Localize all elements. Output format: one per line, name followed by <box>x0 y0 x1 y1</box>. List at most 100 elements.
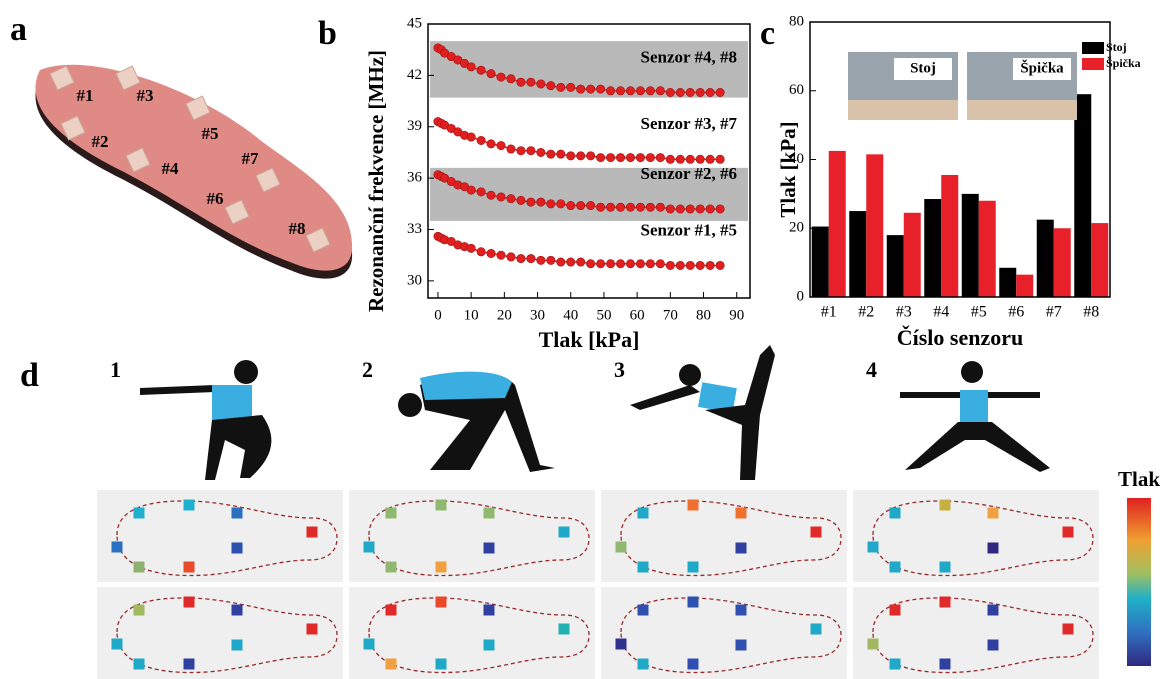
x-tick-label: #1 <box>821 304 837 321</box>
data-point <box>507 145 515 153</box>
sensor-cell <box>184 597 195 608</box>
data-point <box>706 155 714 163</box>
sensor-cell <box>890 562 901 573</box>
data-point <box>666 88 674 96</box>
x-tick-label: 20 <box>497 307 512 323</box>
bar <box>829 151 846 297</box>
sensor-cell <box>616 639 627 650</box>
bar <box>1074 94 1091 297</box>
series-label: Senzor #2, #6 <box>641 164 738 183</box>
sensor-cell <box>868 639 879 650</box>
sensor-label: #6 <box>207 189 224 208</box>
sensor-label: #1 <box>77 86 94 105</box>
data-point <box>537 148 545 156</box>
bar <box>924 199 941 297</box>
sensor-cell <box>364 542 375 553</box>
sensor-cell <box>688 659 699 670</box>
data-point <box>666 155 674 163</box>
data-point <box>567 258 575 266</box>
y-tick-label: 42 <box>407 67 422 83</box>
x-tick-label: 80 <box>696 307 711 323</box>
data-point <box>487 249 495 257</box>
data-point <box>626 260 634 268</box>
sensor-cell <box>184 562 195 573</box>
sensor-cell <box>736 508 747 519</box>
data-point <box>577 258 585 266</box>
data-point <box>557 200 565 208</box>
data-point <box>586 152 594 160</box>
data-point <box>686 155 694 163</box>
bar-chart: 020406080#1#2#3#4#5#6#7#8Číslo senzoruTl… <box>776 13 1141 350</box>
data-point <box>706 205 714 213</box>
data-point <box>656 153 664 161</box>
inset-floor <box>848 100 958 120</box>
sensor-cell <box>484 640 495 651</box>
pose-silhouettes <box>140 345 1050 480</box>
bar <box>979 201 996 297</box>
data-point <box>656 260 664 268</box>
x-tick-label: 50 <box>596 307 611 323</box>
sensor-cell <box>890 659 901 670</box>
sensor-label: #3 <box>137 86 154 105</box>
data-point <box>626 153 634 161</box>
data-point <box>646 260 654 268</box>
line-chart: 3033363942450102030405060708090Tlak [kPa… <box>364 15 750 352</box>
sensor-cell <box>638 659 649 670</box>
data-point <box>716 205 724 213</box>
bar <box>1054 228 1071 297</box>
sensor-cell <box>386 562 397 573</box>
data-point <box>616 87 624 95</box>
data-point <box>586 201 594 209</box>
data-point <box>527 78 535 86</box>
data-point <box>686 205 694 213</box>
data-point <box>517 78 525 86</box>
data-point <box>507 253 515 261</box>
data-point <box>547 150 555 158</box>
inset-label: Stoj <box>910 60 936 76</box>
data-point <box>537 80 545 88</box>
legend-label: Stoj <box>1106 40 1127 54</box>
data-point <box>467 186 475 194</box>
sensor-cell <box>436 500 447 511</box>
sensor-cell <box>559 624 570 635</box>
x-tick-label: 40 <box>563 307 578 323</box>
bar <box>962 194 979 297</box>
bar <box>866 154 883 297</box>
y-axis-label: Tlak [kPa] <box>776 121 800 217</box>
sensor-cell <box>484 543 495 554</box>
x-tick-label: #3 <box>896 304 912 321</box>
data-point <box>487 140 495 148</box>
data-point <box>537 256 545 264</box>
y-axis-label: Rezonanční frekvence [MHz] <box>364 50 388 312</box>
data-point <box>676 205 684 213</box>
panel-label: c <box>760 15 775 52</box>
sensor-label: #8 <box>289 219 306 238</box>
data-point <box>596 203 604 211</box>
data-point <box>577 152 585 160</box>
sensor-cell <box>307 527 318 538</box>
sensor-cell <box>112 542 123 553</box>
x-tick-label: 0 <box>434 307 442 323</box>
sensor-cell <box>134 659 145 670</box>
sensor-cell <box>436 659 447 670</box>
x-tick-label: 30 <box>530 307 545 323</box>
data-point <box>636 153 644 161</box>
sensor-cell <box>232 543 243 554</box>
sensor-cell <box>112 639 123 650</box>
data-point <box>527 147 535 155</box>
sensor-cell <box>638 562 649 573</box>
data-point <box>467 244 475 252</box>
data-point <box>487 191 495 199</box>
panel-label: a <box>10 11 27 48</box>
data-point <box>706 88 714 96</box>
data-point <box>477 248 485 256</box>
sensor-cell <box>890 605 901 616</box>
sensor-cell <box>940 659 951 670</box>
data-point <box>666 205 674 213</box>
sensor-cell <box>988 543 999 554</box>
data-point <box>507 75 515 83</box>
inset-label: Špička <box>1020 59 1064 76</box>
data-point <box>557 83 565 91</box>
x-tick-label: #2 <box>858 304 874 321</box>
sensor-cell <box>988 605 999 616</box>
